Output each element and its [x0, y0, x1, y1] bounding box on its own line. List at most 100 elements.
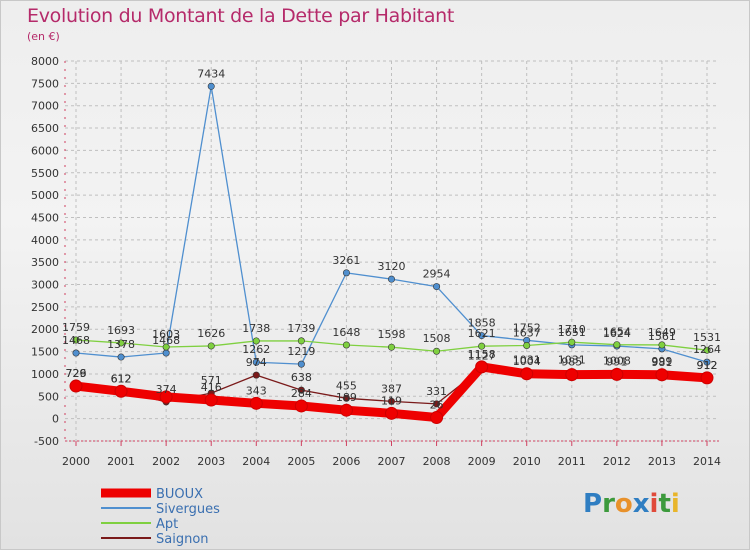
data-label: 912: [697, 359, 718, 372]
y-tick-label: 2000: [31, 323, 59, 336]
data-point: [433, 347, 441, 355]
data-label: 3261: [332, 254, 360, 267]
data-point: [72, 349, 80, 357]
y-tick-label: 4000: [31, 234, 59, 247]
x-tick-label: 2007: [378, 455, 406, 468]
data-label: 1378: [107, 338, 135, 351]
data-label: 1008: [603, 355, 631, 368]
legend-label-buoux: BUOUX: [156, 487, 203, 502]
data-point: [478, 332, 486, 340]
logo-letter: t: [658, 489, 671, 519]
data-point: [703, 346, 711, 354]
data-point: [342, 394, 350, 402]
data-label: 343: [246, 384, 267, 397]
data-point: [342, 341, 350, 349]
y-tick-label: 500: [38, 390, 59, 403]
data-label: 189: [336, 391, 357, 404]
data-label: 1624: [603, 327, 631, 340]
y-tick-label: 6000: [31, 144, 59, 157]
data-label: 981: [651, 356, 672, 369]
data-label: 729: [66, 367, 87, 380]
y-tick-label: 2500: [31, 301, 59, 314]
data-label: 912: [697, 359, 718, 372]
data-point: [387, 397, 395, 405]
y-tick-label: 4500: [31, 211, 59, 224]
x-tick-label: 2001: [107, 455, 135, 468]
data-point: [387, 275, 395, 283]
data-label: 1648: [332, 326, 360, 339]
y-tick-label: 8000: [31, 55, 59, 68]
data-label: 726: [66, 367, 87, 380]
y-tick-label: 7500: [31, 77, 59, 90]
data-point: [204, 393, 218, 407]
data-label: 1759: [62, 321, 90, 334]
logo-letter: i: [670, 489, 680, 519]
data-label: 2954: [423, 268, 451, 281]
data-label: 1739: [287, 322, 315, 335]
data-label: 612: [111, 372, 132, 385]
data-label: 1262: [242, 343, 270, 356]
data-point: [117, 353, 125, 361]
data-label: 974: [246, 356, 267, 369]
data-label: 1031: [558, 354, 586, 367]
y-tick-label: -500: [34, 435, 59, 448]
data-label: 1637: [513, 326, 541, 339]
data-label: 26: [430, 398, 444, 411]
y-tick-label: 1000: [31, 368, 59, 381]
data-point: [297, 360, 305, 368]
data-point: [478, 342, 486, 350]
data-point: [568, 338, 576, 346]
data-point: [207, 342, 215, 350]
y-tick-label: 5500: [31, 167, 59, 180]
data-label: 455: [336, 379, 357, 392]
data-label: 985: [561, 356, 582, 369]
data-label: 284: [291, 387, 312, 400]
data-point: [658, 341, 666, 349]
data-label: 1508: [423, 332, 451, 345]
chart-title: Evolution du Montant de la Dette par Hab…: [27, 5, 455, 27]
data-point: [433, 400, 441, 408]
data-label: 1858: [468, 317, 496, 330]
data-point: [114, 384, 128, 398]
data-point: [252, 371, 260, 379]
x-tick-label: 2014: [693, 455, 721, 468]
data-point: [117, 339, 125, 347]
data-point: [700, 371, 714, 385]
data-label: 331: [426, 385, 447, 398]
data-label: 1561: [648, 330, 676, 343]
data-label: 1004: [513, 355, 541, 368]
data-point: [655, 368, 669, 382]
logo-letter: o: [614, 489, 633, 519]
data-point: [72, 336, 80, 344]
data-label: 1127: [468, 349, 496, 362]
chart-subtitle: (en €): [27, 30, 60, 43]
data-point: [565, 368, 579, 382]
data-label: 571: [201, 374, 222, 387]
x-tick-label: 2009: [468, 455, 496, 468]
data-point: [159, 390, 173, 404]
data-label: 1654: [603, 326, 631, 339]
series-layer: [69, 82, 714, 424]
data-label: 1738: [242, 322, 270, 335]
data-point: [297, 337, 305, 345]
data-label: 1468: [152, 334, 180, 347]
data-label: 1693: [107, 324, 135, 337]
logo-letter: i: [649, 489, 659, 519]
data-label: 1621: [468, 327, 496, 340]
data-point: [523, 341, 531, 349]
data-point: [162, 349, 170, 357]
y-tick-label: 3000: [31, 279, 59, 292]
x-tick-label: 2011: [558, 455, 586, 468]
y-tick-label: 5000: [31, 189, 59, 202]
data-label: 999: [651, 355, 672, 368]
y-tick-label: 7000: [31, 100, 59, 113]
x-tick-label: 2003: [197, 455, 225, 468]
data-point: [249, 396, 263, 410]
logo-letter: x: [632, 489, 650, 519]
data-point: [430, 410, 444, 424]
logo-letter: r: [602, 489, 615, 519]
data-label: 1031: [513, 354, 541, 367]
data-point: [162, 343, 170, 351]
